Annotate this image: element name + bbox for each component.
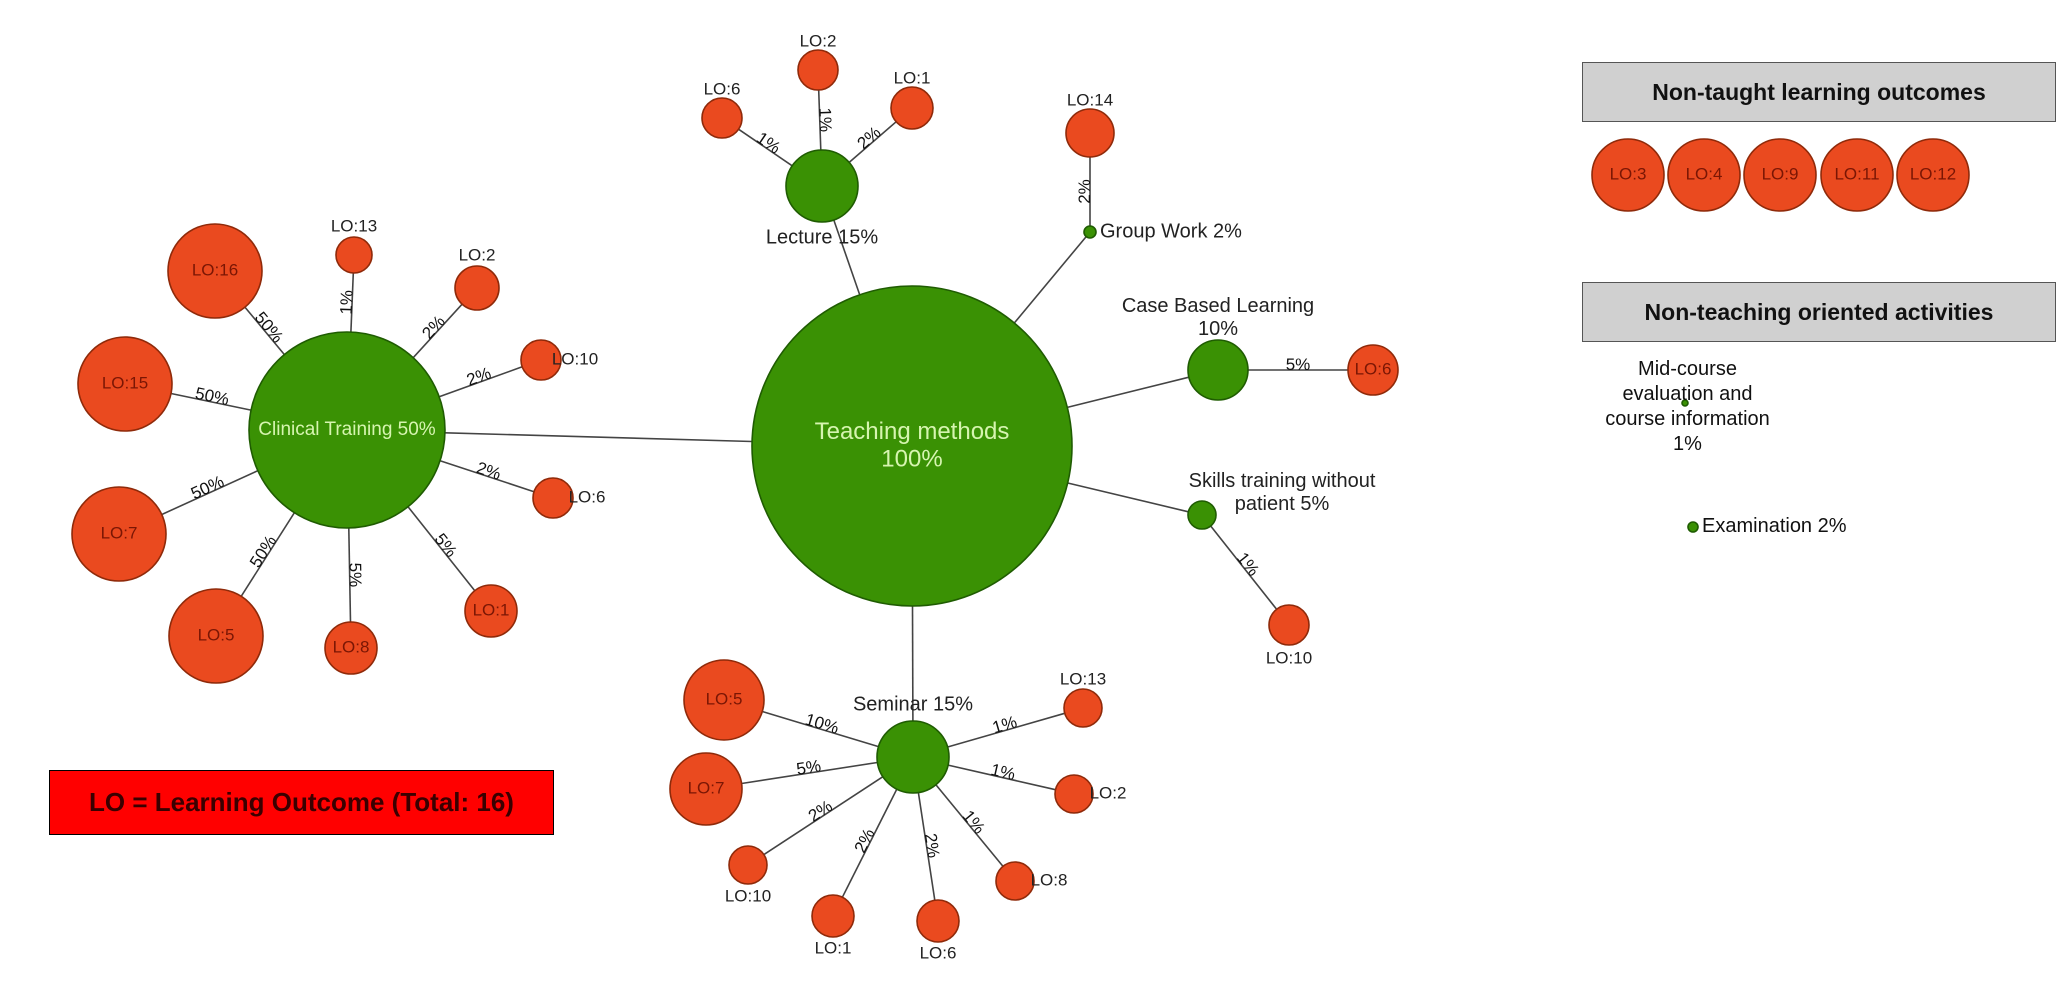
svg-text:LO:10: LO:10: [725, 887, 771, 906]
svg-text:5%: 5%: [345, 562, 364, 587]
svg-text:2%: 2%: [854, 123, 885, 153]
svg-text:LO:16: LO:16: [192, 261, 238, 280]
svg-text:Teaching methods: Teaching methods: [815, 418, 1010, 445]
svg-text:LO:8: LO:8: [1031, 871, 1068, 890]
svg-text:LO:1: LO:1: [473, 601, 510, 620]
svg-text:1%: 1%: [990, 712, 1019, 737]
svg-text:LO:2: LO:2: [459, 246, 496, 265]
svg-text:2%: 2%: [921, 832, 943, 859]
svg-text:LO:3: LO:3: [1610, 165, 1647, 184]
svg-text:LO:6: LO:6: [920, 944, 957, 963]
svg-text:LO:7: LO:7: [101, 524, 138, 543]
svg-text:50%: 50%: [251, 308, 287, 346]
svg-text:50%: 50%: [188, 472, 227, 503]
svg-text:LO:9: LO:9: [1762, 165, 1799, 184]
svg-text:2%: 2%: [464, 364, 494, 390]
svg-text:LO:10: LO:10: [1266, 649, 1312, 668]
svg-text:LO:13: LO:13: [331, 217, 377, 236]
svg-text:2%: 2%: [418, 312, 449, 343]
svg-text:5%: 5%: [1286, 355, 1311, 374]
svg-text:LO:6: LO:6: [1355, 360, 1392, 379]
svg-text:5%: 5%: [795, 756, 822, 779]
svg-text:LO:5: LO:5: [198, 626, 235, 645]
svg-text:LO:6: LO:6: [704, 80, 741, 99]
svg-text:100%: 100%: [881, 445, 942, 472]
svg-text:1%: 1%: [989, 760, 1017, 784]
svg-text:LO:2: LO:2: [800, 32, 837, 51]
svg-text:LO:6: LO:6: [569, 488, 606, 507]
svg-text:LO:5: LO:5: [706, 690, 743, 709]
svg-text:1%: 1%: [337, 290, 357, 315]
svg-text:LO:10: LO:10: [552, 350, 598, 369]
svg-text:Case Based Learning: Case Based Learning: [1122, 295, 1314, 317]
svg-text:Clinical Training 50%: Clinical Training 50%: [258, 419, 436, 440]
svg-text:LO:2: LO:2: [1090, 784, 1127, 803]
svg-text:LO:13: LO:13: [1060, 670, 1106, 689]
svg-text:LO:1: LO:1: [894, 69, 931, 88]
svg-text:Skills training without: Skills training without: [1189, 470, 1376, 492]
svg-text:1%: 1%: [959, 807, 989, 838]
svg-text:LO:1: LO:1: [815, 939, 852, 958]
svg-text:LO:11: LO:11: [1834, 165, 1879, 184]
svg-text:LO:12: LO:12: [1910, 165, 1956, 184]
svg-text:10%: 10%: [1198, 318, 1238, 340]
svg-text:10%: 10%: [803, 710, 841, 738]
svg-text:1%: 1%: [753, 128, 784, 158]
svg-text:50%: 50%: [246, 532, 280, 571]
svg-text:2%: 2%: [805, 796, 836, 825]
svg-text:1%: 1%: [815, 107, 835, 132]
svg-text:patient 5%: patient 5%: [1235, 493, 1330, 515]
svg-text:LO:7: LO:7: [688, 779, 725, 798]
svg-text:2%: 2%: [851, 825, 879, 855]
svg-text:Seminar 15%: Seminar 15%: [853, 694, 973, 716]
svg-text:Group Work 2%: Group Work 2%: [1100, 221, 1242, 243]
svg-text:LO:8: LO:8: [333, 638, 370, 657]
svg-text:Lecture 15%: Lecture 15%: [766, 227, 879, 249]
svg-text:50%: 50%: [194, 384, 231, 410]
svg-text:2%: 2%: [1075, 179, 1094, 204]
svg-text:LO:4: LO:4: [1686, 165, 1723, 184]
svg-text:5%: 5%: [431, 530, 461, 561]
svg-text:LO:15: LO:15: [102, 374, 148, 393]
svg-text:LO:14: LO:14: [1067, 91, 1113, 110]
svg-text:1%: 1%: [1233, 549, 1263, 580]
